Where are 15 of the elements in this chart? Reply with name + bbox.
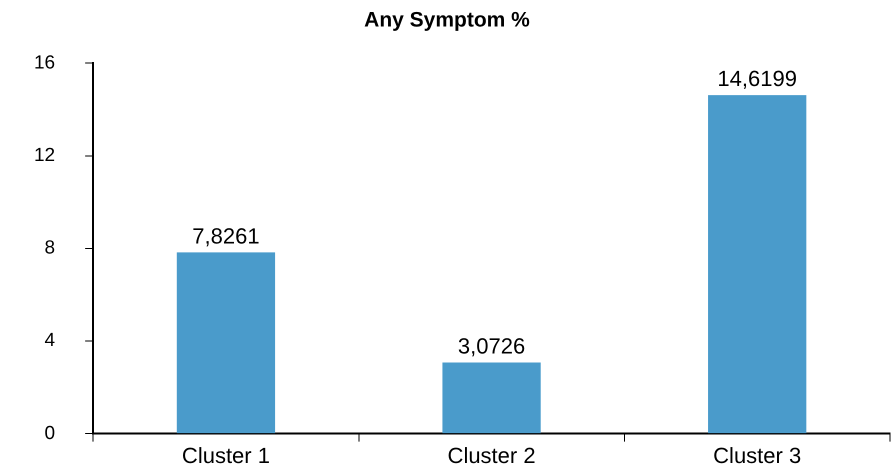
x-tick-label: Cluster 1 — [182, 442, 270, 468]
x-tick-label: Cluster 3 — [713, 442, 802, 468]
data-label: 7,8261 — [192, 223, 260, 248]
y-tick-label: 8 — [44, 238, 56, 259]
data-label: 14,6199 — [717, 66, 797, 92]
bar — [442, 362, 541, 434]
bar — [708, 95, 806, 434]
y-tick-label: 16 — [34, 52, 56, 74]
x-tick-label: Cluster 2 — [448, 442, 536, 468]
y-tick-label: 12 — [34, 145, 56, 166]
data-label: 3,0726 — [458, 334, 526, 359]
chart-title: Any Symptom % — [364, 8, 530, 32]
bar — [176, 252, 276, 434]
y-tick-label: 4 — [44, 330, 56, 352]
y-tick-label: 0 — [44, 422, 56, 444]
